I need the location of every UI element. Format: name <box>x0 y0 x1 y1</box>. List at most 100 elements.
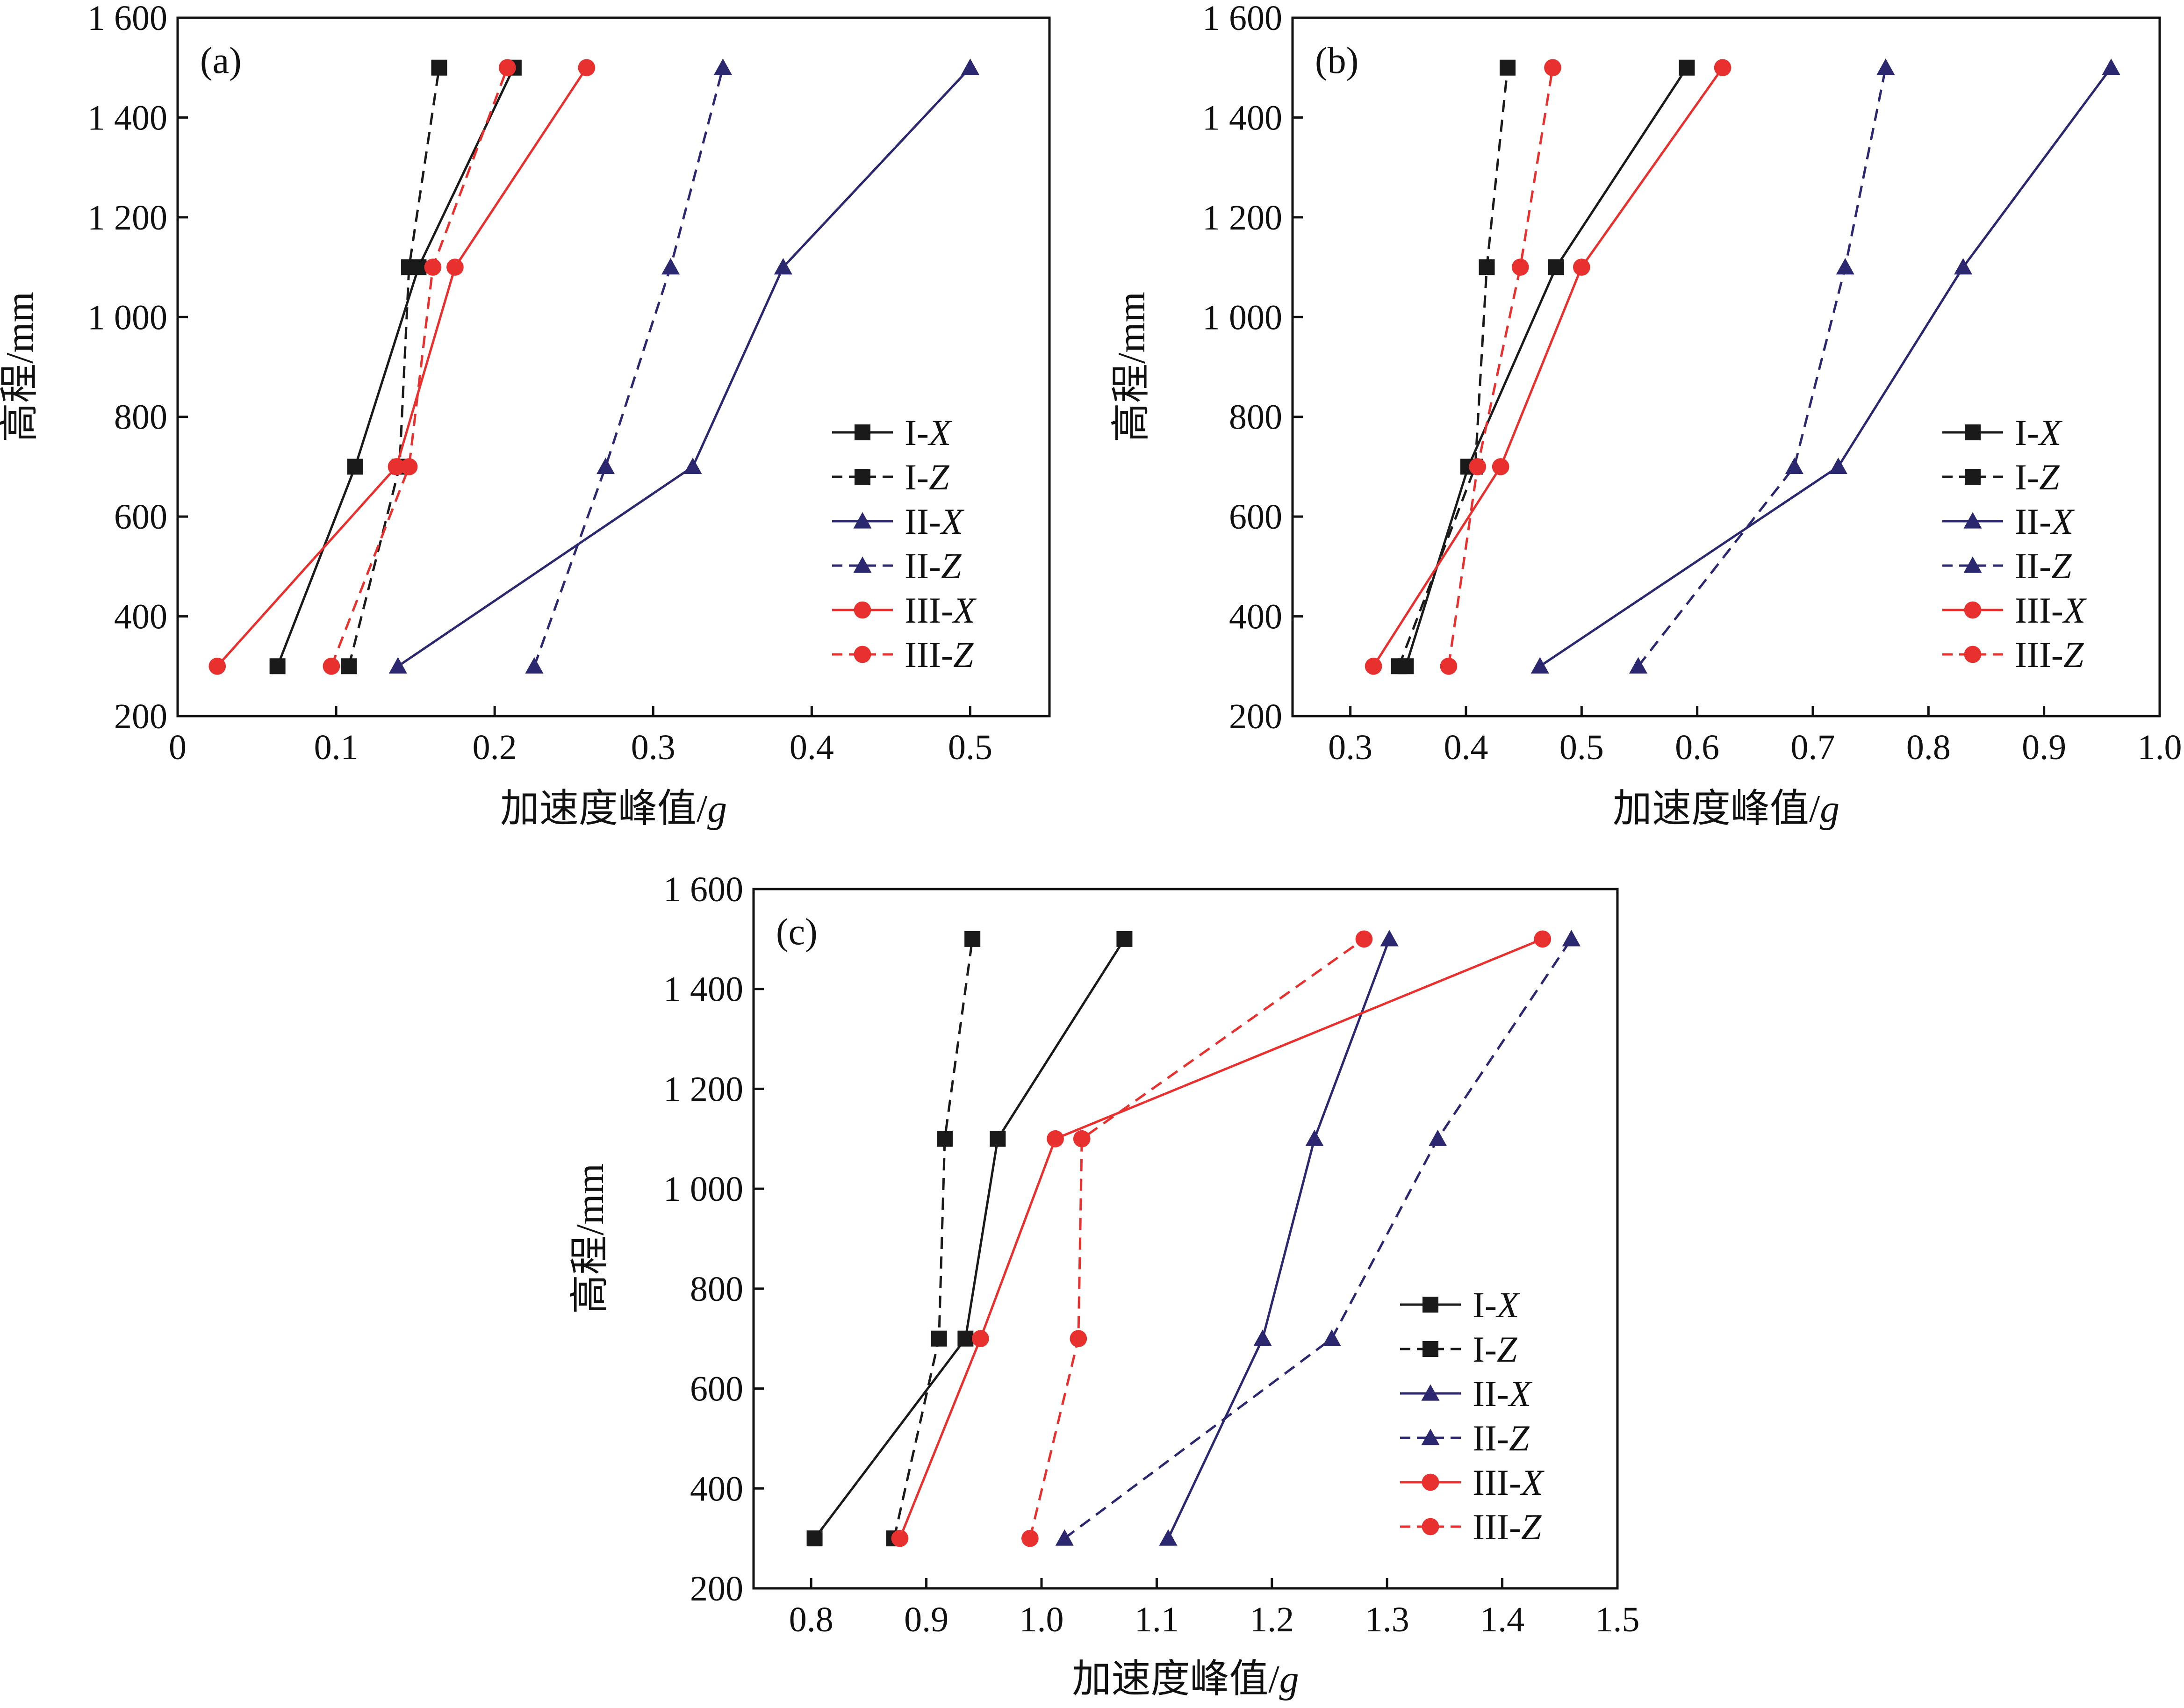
data-point <box>972 1330 989 1348</box>
data-point <box>1954 258 1973 275</box>
data-point <box>957 1330 974 1347</box>
data-point <box>1573 258 1590 276</box>
series-line <box>347 67 440 667</box>
y-tick-label: 1 600 <box>663 870 743 909</box>
data-point <box>1479 259 1495 275</box>
series-II-X <box>1530 58 2120 674</box>
y-axis-title: 高程/mm <box>1110 292 1153 442</box>
legend-label: II-X <box>905 501 965 542</box>
legend-marker <box>1964 601 1982 619</box>
series-II-X <box>1159 930 1399 1546</box>
x-tick-label: 0.2 <box>473 728 517 767</box>
plot-frame <box>752 888 1619 1590</box>
data-point <box>1469 458 1487 475</box>
data-point <box>1492 458 1509 475</box>
y-tick-label: 1 400 <box>663 970 743 1009</box>
y-tick-label: 200 <box>114 697 167 736</box>
y-tick-label: 400 <box>1229 597 1282 637</box>
legend-label: II-X <box>2015 501 2075 542</box>
panel-label: (b) <box>1315 40 1358 81</box>
legend-marker <box>1422 1341 1438 1357</box>
legend-marker <box>1421 1384 1440 1401</box>
y-tick-label: 600 <box>690 1370 743 1409</box>
series-line <box>813 938 1126 1539</box>
y-tick-label: 600 <box>114 497 167 537</box>
legend-label: I-Z <box>905 457 950 497</box>
data-point <box>1073 1130 1091 1148</box>
y-tick-label: 1 200 <box>663 1069 743 1109</box>
series-line <box>1447 67 1554 667</box>
x-tick-label: 0.4 <box>1444 728 1488 767</box>
data-point <box>388 458 405 475</box>
series-III-Z <box>1440 59 1561 675</box>
data-point <box>1511 258 1529 276</box>
x-tick-label: 0.8 <box>789 1600 833 1639</box>
x-axis-title: 加速度峰值/g <box>500 787 727 831</box>
legend-label: I-X <box>905 412 953 453</box>
data-point <box>525 657 544 674</box>
series-II-Z <box>525 58 733 674</box>
series-line <box>1372 67 1724 667</box>
chart-panel-c: 0.8 0.9 1.0 1.1 1.2 1.3 1.4 1.5 200 400 600 800 1 00… <box>568 870 1640 1701</box>
series-line <box>1637 67 1887 667</box>
legend-marker <box>853 512 872 529</box>
data-point <box>578 59 596 77</box>
data-point <box>498 59 516 77</box>
data-point <box>774 258 792 275</box>
data-point <box>661 258 680 275</box>
data-point <box>1534 930 1552 948</box>
x-tick-label: 1.4 <box>1480 1600 1524 1639</box>
series-I-X <box>269 59 522 675</box>
legend-label: II-Z <box>1473 1418 1530 1458</box>
x-axis-title: 加速度峰值/g <box>1072 1658 1299 1701</box>
data-point <box>964 931 981 947</box>
plot-frame <box>176 16 1051 718</box>
data-point <box>208 657 226 675</box>
data-point <box>400 458 418 475</box>
y-tick-label: 1 200 <box>1202 198 1282 237</box>
legend-marker <box>1964 646 1982 663</box>
data-point <box>1365 657 1382 675</box>
data-point <box>1070 1330 1087 1348</box>
data-point <box>937 1131 953 1147</box>
legend-marker <box>1422 1297 1438 1313</box>
panel-label: (c) <box>776 911 818 953</box>
series-line <box>893 939 974 1539</box>
chart-panel-b: 0.3 0.4 0.5 0.6 0.7 0.8 0.9 1.0 200 400 600 800 1 00… <box>1110 0 2182 831</box>
x-tick-label: 0.8 <box>1906 728 1951 767</box>
legend-label: III-Z <box>905 634 974 675</box>
y-tick-label: 800 <box>114 398 167 437</box>
series-line <box>1539 67 2112 667</box>
data-point <box>1391 658 1407 675</box>
data-point <box>1440 657 1458 675</box>
data-point <box>1714 59 1731 77</box>
series-line <box>276 67 515 667</box>
data-point <box>1876 58 1895 75</box>
data-point <box>269 658 286 675</box>
data-point <box>713 58 733 75</box>
x-tick-label: 0.4 <box>790 728 834 767</box>
legend-marker <box>1422 1518 1439 1536</box>
legend-marker <box>1963 512 1982 529</box>
data-point <box>388 657 407 674</box>
series-line <box>1398 67 1509 667</box>
data-point <box>446 258 464 276</box>
series-III-X <box>891 930 1552 1547</box>
data-point <box>1055 1529 1074 1546</box>
data-point <box>424 258 442 276</box>
y-axis-title: 高程/mm <box>0 292 42 442</box>
y-tick-label: 1 000 <box>1202 298 1282 337</box>
series-III-Z <box>1021 930 1373 1547</box>
legend-marker <box>1421 1428 1440 1445</box>
data-point <box>1322 1329 1341 1346</box>
y-tick-label: 400 <box>114 597 167 637</box>
x-tick-label: 0 <box>169 728 187 767</box>
series-I-Z <box>341 59 447 675</box>
x-tick-label: 0.7 <box>1791 728 1835 767</box>
series-II-Z <box>1629 58 1895 674</box>
legend-marker <box>853 556 872 573</box>
legend-marker <box>855 469 870 485</box>
y-tick-label: 1 000 <box>87 298 167 337</box>
y-tick-label: 200 <box>1229 697 1282 736</box>
